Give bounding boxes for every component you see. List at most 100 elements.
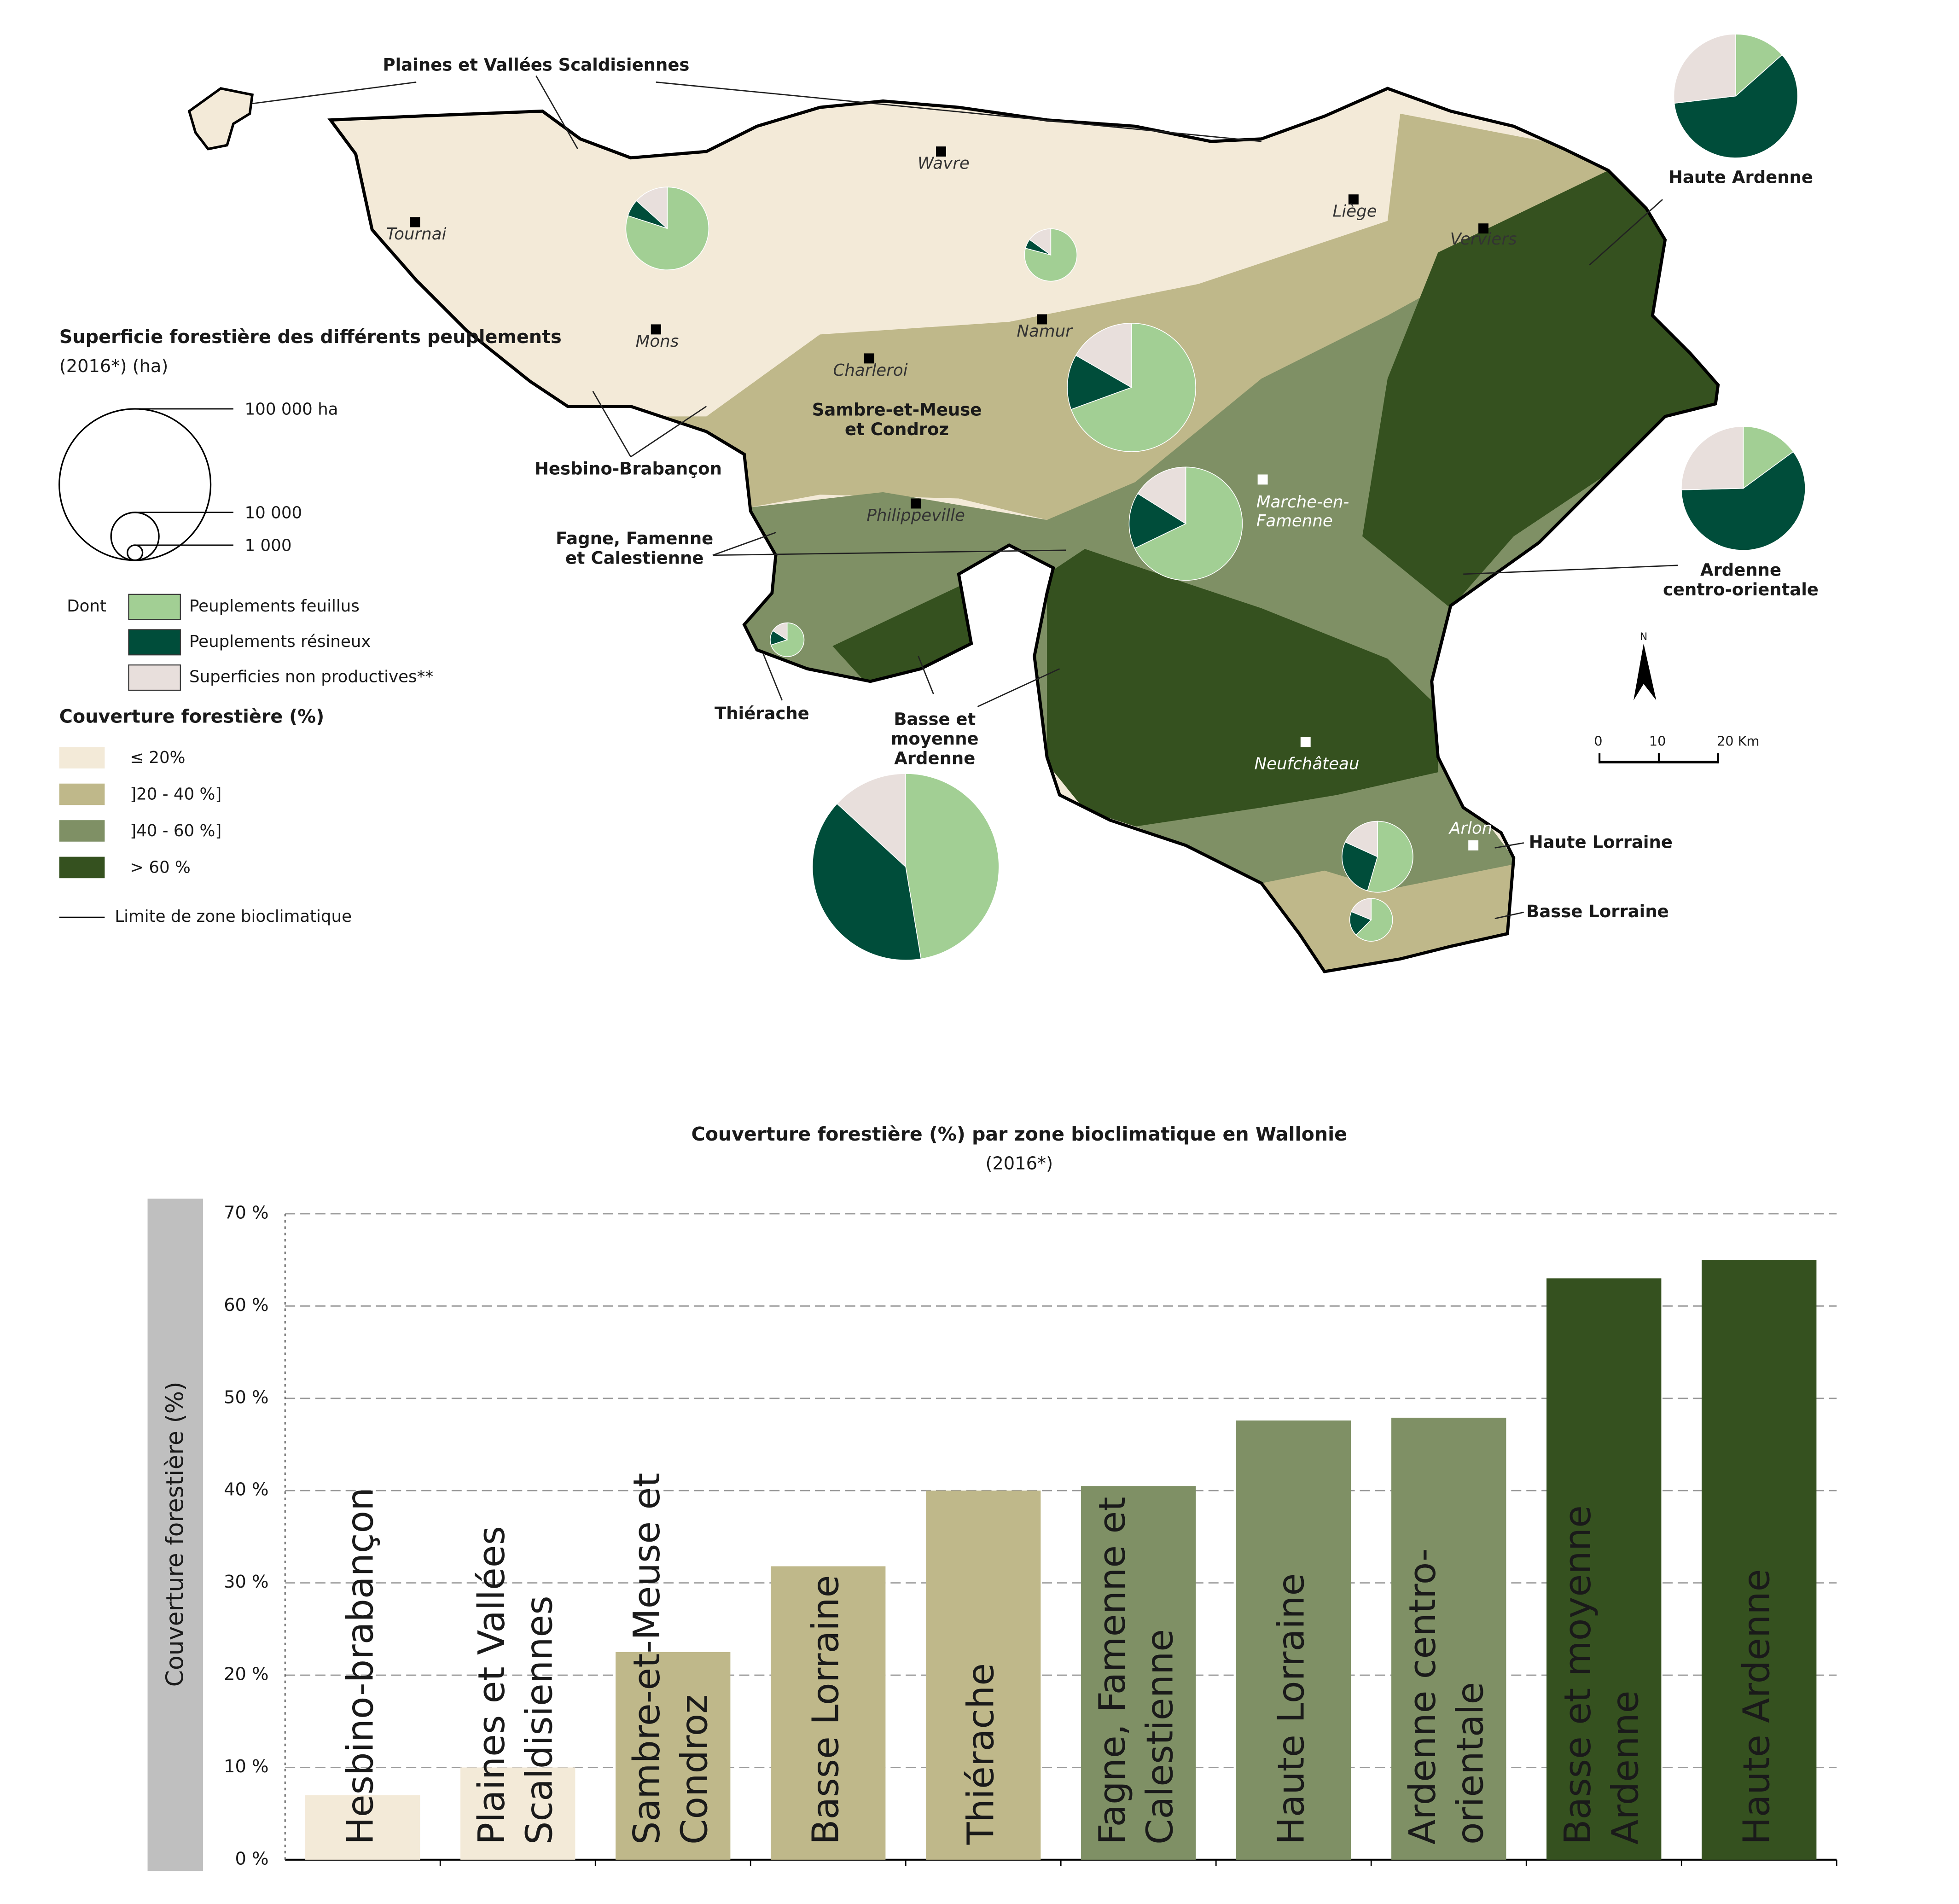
coverage-label: ]20 - 40 %] [130, 785, 221, 804]
pie-slice [905, 773, 1000, 960]
pie-slice [1681, 451, 1806, 551]
city-label: Namur [1017, 322, 1073, 341]
scale-label: 20 Km [1717, 733, 1760, 749]
city-marker [1478, 223, 1489, 234]
zone-label: Basse et moyenne Ardenne [891, 709, 979, 768]
zone-label: Fagne, Famenne et Calestienne [556, 528, 713, 568]
leader-line [1589, 199, 1663, 266]
bar [1236, 1420, 1351, 1860]
city-label: Charleroi [833, 361, 907, 380]
x-tick-label: Ardenne centro-orientale [1401, 1549, 1491, 1845]
pie-slice [1029, 228, 1052, 256]
city-label: Mons [636, 332, 679, 351]
x-tick-label: Thiérache [959, 1663, 1002, 1845]
bar [771, 1566, 886, 1860]
coverage-swatch [59, 856, 105, 879]
pie-slice [1137, 466, 1186, 524]
city-marker [1037, 314, 1047, 325]
legend-subtitle: (2016*) (ha) [59, 356, 169, 377]
zone-label: Plaines et Vallées Scaldisiennes [383, 55, 689, 75]
leader-line [1494, 911, 1524, 920]
coverage-label: > 60 % [130, 858, 191, 877]
boundary-label: Limite de zone bioclimatique [115, 907, 352, 926]
y-tick-label: 40 % [224, 1479, 268, 1500]
city-label: Liège [1333, 202, 1377, 221]
pie-slice [1673, 34, 1736, 104]
pie-slice [1075, 323, 1132, 388]
bar [616, 1652, 731, 1860]
pie-slice [1067, 355, 1133, 410]
pie-slice [836, 773, 907, 868]
leader-line [712, 532, 776, 556]
leader-line [977, 668, 1060, 707]
bar [1702, 1260, 1817, 1860]
pie-slice [1349, 911, 1372, 936]
city-label: Wavre [918, 154, 970, 173]
legend-swatch [128, 629, 181, 656]
city-label: Marche-en-Famenne [1256, 493, 1349, 530]
size-legend-label: 10 000 [245, 504, 302, 523]
zone-label: Sambre-et-Meuse et Condroz [812, 400, 982, 439]
bar [305, 1795, 420, 1860]
y-axis-label: Couverture forestière (%) [162, 1381, 189, 1687]
pie-slice [1674, 54, 1798, 158]
y-tick-label: 70 % [224, 1203, 268, 1223]
size-legend-circle [58, 408, 212, 561]
coverage-swatch [59, 783, 105, 805]
city-marker [864, 353, 874, 364]
city-marker [1257, 474, 1268, 485]
y-tick-label: 30 % [224, 1572, 268, 1592]
city-marker [651, 324, 661, 335]
city-label: Arlon [1448, 819, 1492, 838]
y-tick-label: 0 % [235, 1848, 269, 1869]
city-marker [1348, 194, 1359, 205]
city-marker [911, 498, 921, 509]
leader-line [918, 656, 934, 694]
leader-lines [252, 75, 1678, 920]
coverage-label: ≤ 20% [130, 748, 185, 767]
pie-slice [1344, 821, 1378, 857]
leader-line [656, 82, 1261, 142]
leader-line [1494, 842, 1524, 849]
chart-title: Couverture forestière (%) par zone biocl… [692, 1123, 1348, 1145]
pie-slice [1070, 323, 1196, 452]
x-tick-label: Plaines et Vallées Scaldisiennes [470, 1526, 560, 1845]
x-tick-label: Haute Lorraine [1270, 1573, 1313, 1845]
city-label: Verviers [1450, 230, 1517, 249]
zone-label: Ardenne centro-orientale [1663, 560, 1819, 600]
legend-swatch [128, 594, 181, 620]
pie-slice [1128, 493, 1187, 549]
bar [460, 1767, 575, 1860]
size-legend-label: 1 000 [245, 536, 292, 555]
leader-line [535, 75, 579, 150]
y-label-box [147, 1199, 203, 1871]
legend-title: Superficie forestière des différents peu… [59, 326, 562, 348]
leader-line [713, 549, 1066, 556]
leader-line [252, 82, 417, 105]
leader-line [592, 390, 632, 457]
scale-label: 10 [1649, 733, 1666, 749]
zone-label: Haute Lorraine [1529, 832, 1673, 852]
city-marker [1300, 737, 1311, 747]
coverage-swatch [59, 820, 105, 842]
pie-slice [636, 186, 668, 230]
size-legend-circle [127, 544, 144, 561]
north-label: N [1640, 631, 1647, 643]
pie-slice [812, 803, 922, 961]
leader-line [630, 406, 707, 458]
zone-fill [630, 113, 1628, 520]
bar [926, 1491, 1041, 1860]
city-label: Neufchâteau [1255, 755, 1360, 774]
size-legend-circle [110, 512, 160, 561]
zone-label: Haute Ardenne [1668, 167, 1813, 187]
y-tick-label: 20 % [224, 1664, 268, 1685]
legend-dont: Dont [67, 597, 106, 616]
legend-swatch [128, 664, 181, 691]
x-tick-label: Fagne, Famenne et Calestienne [1091, 1497, 1181, 1845]
x-tick-label: Basse Lorraine [804, 1575, 847, 1845]
leader-line [762, 653, 783, 701]
city-marker [410, 217, 420, 227]
zone-fill [1362, 170, 1718, 608]
coverage-swatch [59, 747, 105, 769]
